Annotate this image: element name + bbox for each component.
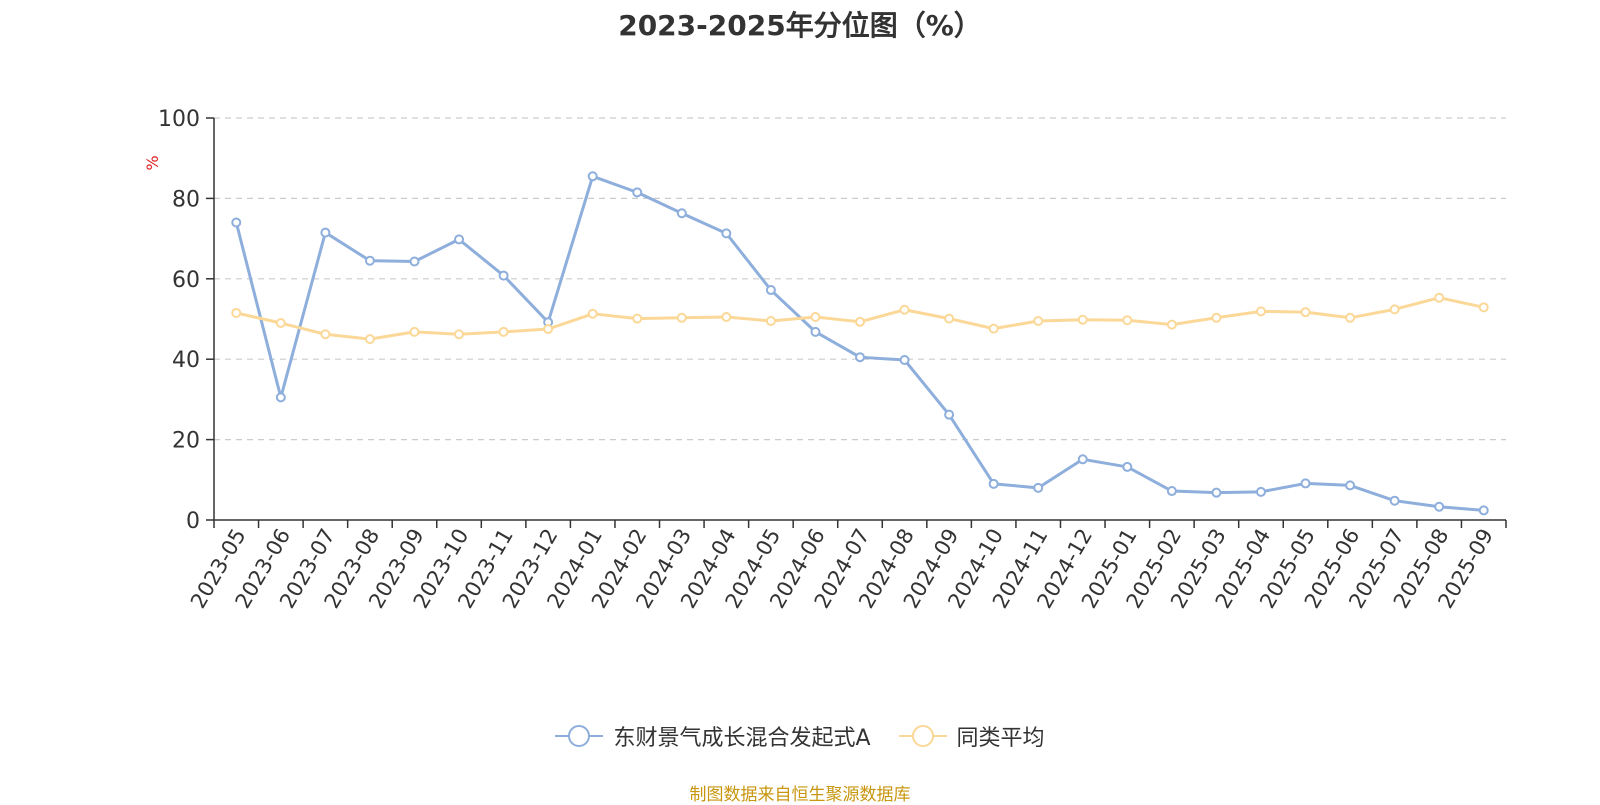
series-0 (231, 171, 1489, 516)
data-point[interactable] (1389, 304, 1400, 315)
data-point[interactable] (454, 234, 465, 245)
y-tick-label: 100 (158, 107, 200, 132)
series-1 (231, 292, 1489, 345)
data-point[interactable] (632, 187, 643, 198)
legend-marker-icon (555, 725, 604, 747)
data-point[interactable] (364, 255, 375, 266)
y-tick-label: 60 (172, 268, 200, 293)
data-point[interactable] (721, 228, 732, 239)
data-point[interactable] (543, 324, 554, 335)
data-point[interactable] (1434, 501, 1445, 512)
data-point[interactable] (944, 313, 955, 324)
data-point[interactable] (1478, 302, 1489, 313)
data-point[interactable] (364, 334, 375, 345)
data-point[interactable] (1300, 478, 1311, 489)
data-point[interactable] (1077, 314, 1088, 325)
grid-lines (214, 117, 1506, 441)
data-point[interactable] (498, 270, 509, 281)
series-line (234, 174, 1484, 512)
data-point[interactable] (1122, 315, 1133, 326)
data-point[interactable] (944, 409, 955, 420)
data-point[interactable] (1077, 454, 1088, 465)
data-point[interactable] (1389, 495, 1400, 506)
data-point[interactable] (231, 307, 242, 318)
data-point[interactable] (1166, 486, 1177, 497)
data-point[interactable] (1211, 487, 1222, 498)
data-point[interactable] (632, 313, 643, 324)
data-point[interactable] (1300, 307, 1311, 318)
data-point[interactable] (1166, 319, 1177, 330)
legend-item-peer-average[interactable]: 同类平均 (898, 720, 1045, 752)
data-point[interactable] (676, 208, 687, 219)
data-point[interactable] (810, 326, 821, 337)
data-point[interactable] (1255, 486, 1266, 497)
data-point[interactable] (1033, 316, 1044, 327)
y-axis-unit-label: % (143, 155, 162, 170)
data-source-note: 制图数据来自恒生聚源数据库 (689, 785, 911, 805)
data-point[interactable] (721, 311, 732, 322)
legend-marker-icon (898, 725, 947, 747)
data-point[interactable] (1345, 312, 1356, 323)
data-point[interactable] (765, 316, 776, 327)
y-tick-label: 80 (172, 187, 200, 212)
chart-title: 2023-2025年分位图（%） (618, 9, 982, 42)
data-point[interactable] (1033, 482, 1044, 493)
y-tick-label: 40 (172, 348, 200, 373)
data-point[interactable] (275, 392, 286, 403)
data-point[interactable] (988, 323, 999, 334)
data-point[interactable] (1434, 292, 1445, 303)
data-point[interactable] (320, 329, 331, 340)
legend: 东财景气成长混合发起式A 同类平均 (0, 720, 1600, 752)
data-point[interactable] (988, 478, 999, 489)
data-point[interactable] (587, 171, 598, 182)
data-point[interactable] (1211, 312, 1222, 323)
data-point[interactable] (855, 316, 865, 327)
data-point[interactable] (899, 304, 910, 315)
data-point[interactable] (409, 326, 420, 337)
data-point[interactable] (1122, 461, 1133, 472)
data-point[interactable] (1345, 480, 1356, 491)
legend-label-fund: 东财景气成长混合发起式A (613, 726, 871, 751)
data-point[interactable] (409, 256, 420, 267)
data-point[interactable] (855, 352, 865, 363)
legend-item-fund[interactable]: 东财景气成长混合发起式A (555, 720, 871, 752)
data-point[interactable] (676, 312, 687, 323)
data-point[interactable] (899, 355, 910, 366)
data-point[interactable] (765, 285, 776, 296)
data-point[interactable] (498, 326, 509, 337)
data-point[interactable] (275, 318, 286, 329)
data-point[interactable] (1478, 505, 1489, 516)
legend-label-peer-average: 同类平均 (956, 726, 1045, 751)
y-tick-label: 20 (172, 429, 200, 454)
data-point[interactable] (320, 227, 331, 238)
data-point[interactable] (587, 308, 598, 319)
data-point[interactable] (810, 311, 821, 322)
data-point[interactable] (1255, 306, 1266, 317)
data-point[interactable] (231, 217, 242, 228)
data-point[interactable] (454, 329, 465, 340)
series-layer (231, 171, 1489, 516)
y-tick-label: 0 (186, 509, 200, 534)
